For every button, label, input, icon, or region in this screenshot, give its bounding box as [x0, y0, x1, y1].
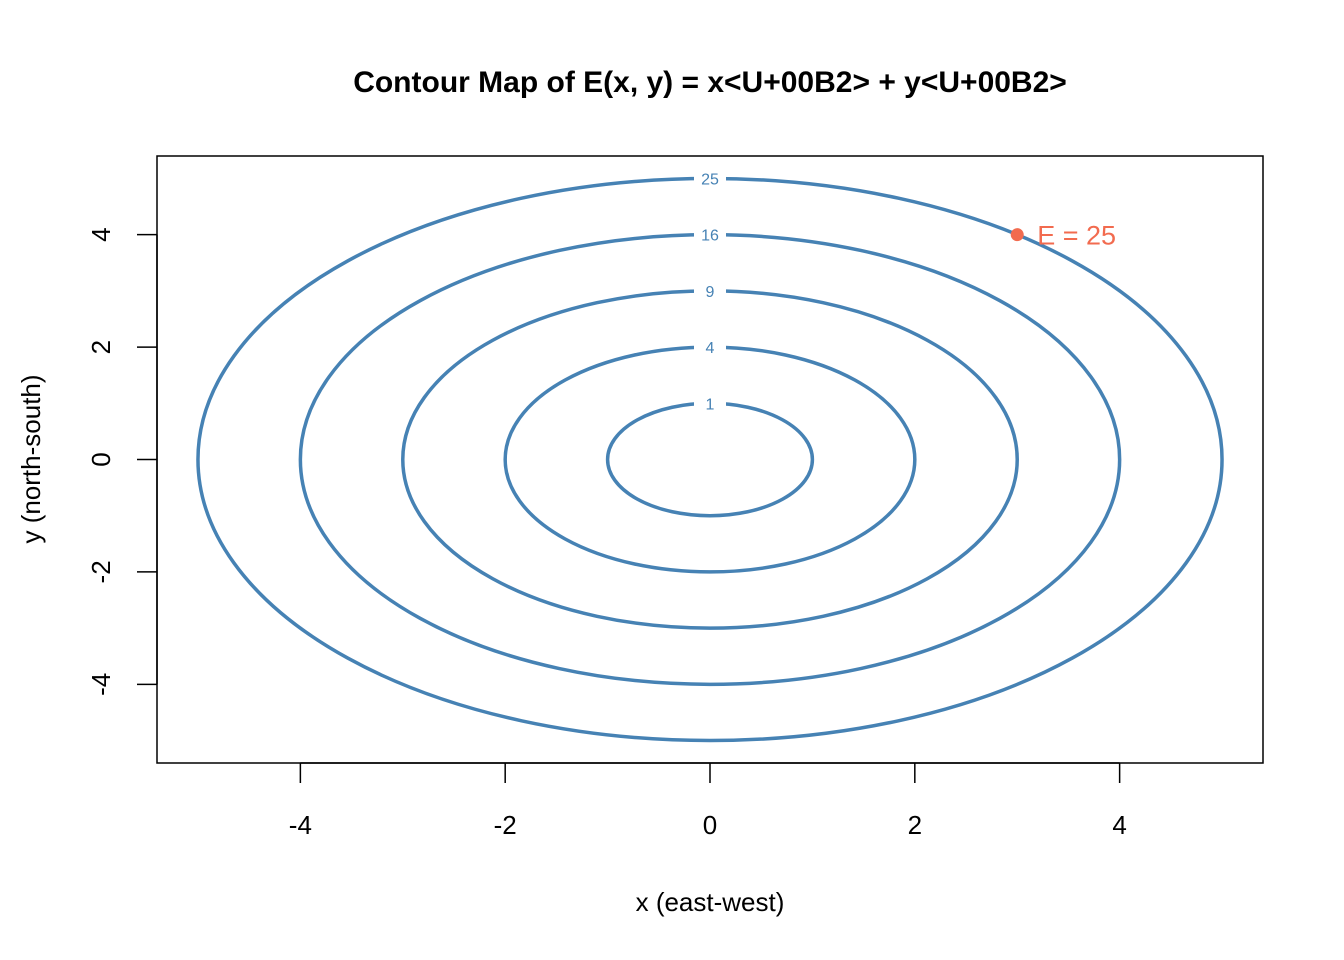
contour-label-1: 1: [706, 396, 715, 413]
contour-label-bg: [694, 393, 726, 414]
y-tick-label: -4: [86, 673, 116, 696]
x-tick-label: -4: [289, 810, 312, 840]
x-axis: -4 -2 0 2 4: [289, 762, 1127, 840]
y-tick-label: -2: [86, 560, 116, 583]
contour-line-1: [605, 401, 815, 518]
y-axis-label: y (north-south): [16, 374, 46, 543]
contour-label-16: 16: [701, 228, 719, 245]
contour-label-25: 25: [701, 171, 719, 188]
x-tick-label: 2: [908, 810, 922, 840]
contour-label-bg: [694, 337, 726, 358]
y-tick-label: 2: [86, 340, 116, 354]
contour-label-bg: [694, 168, 726, 189]
contour-line-25: [196, 176, 1224, 743]
y-axis: -4 -2 0 2 4: [86, 227, 158, 696]
x-tick-label: 0: [703, 810, 717, 840]
contour-label-4: 4: [706, 340, 715, 357]
contour-line-4: [503, 345, 917, 574]
annotation: E = 25: [1010, 221, 1116, 251]
chart-title: Contour Map of E(x, y) = x<U+00B2> + y<U…: [353, 66, 1067, 99]
contour-labels: 1 4 9 16 25: [694, 168, 726, 414]
contour-label-bg: [694, 224, 726, 245]
x-tick-label: -2: [494, 810, 517, 840]
contour-lines: [196, 176, 1224, 743]
y-tick-label: 0: [86, 452, 116, 466]
annotation-point: [1010, 228, 1024, 242]
contour-line-16: [298, 232, 1122, 687]
contour-label-9: 9: [706, 284, 715, 301]
x-tick-label: 4: [1112, 810, 1126, 840]
y-tick-label: 4: [86, 227, 116, 241]
contour-label-bg: [694, 280, 726, 301]
annotation-label: E = 25: [1037, 221, 1116, 251]
x-axis-label: x (east-west): [636, 887, 785, 917]
